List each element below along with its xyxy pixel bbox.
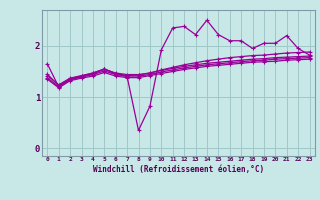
X-axis label: Windchill (Refroidissement éolien,°C): Windchill (Refroidissement éolien,°C) [93,165,264,174]
